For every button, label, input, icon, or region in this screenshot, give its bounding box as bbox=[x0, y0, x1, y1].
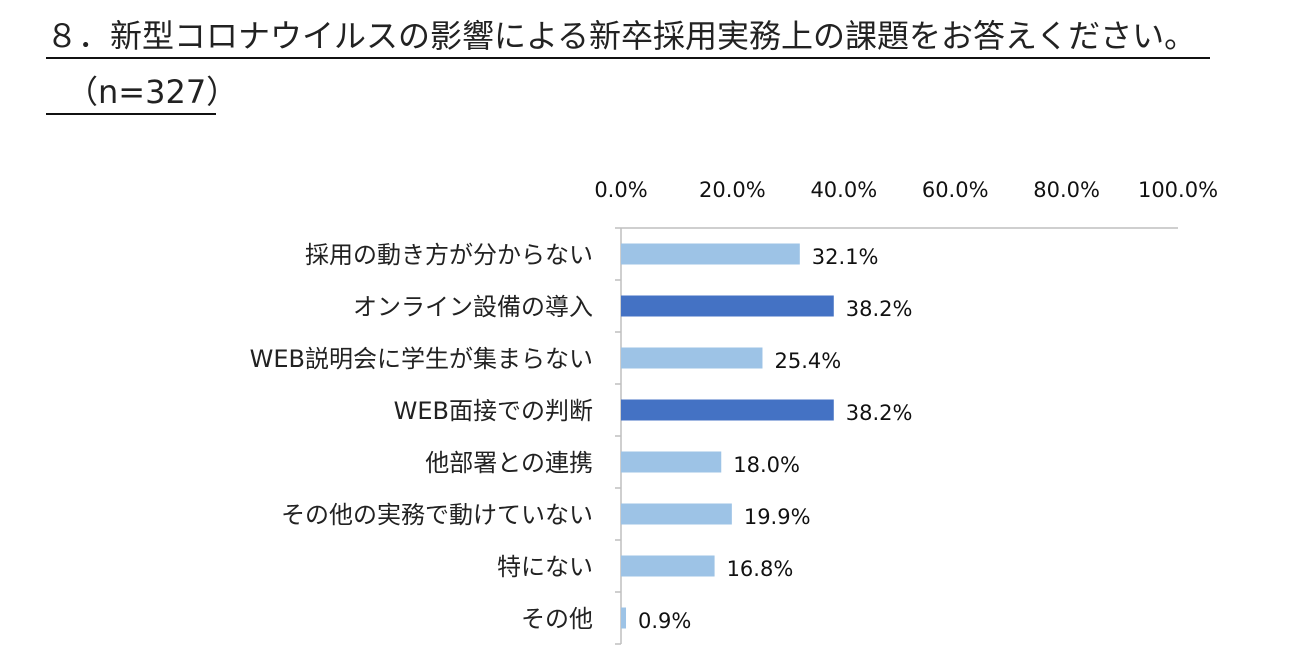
x-tick-label: 100.0% bbox=[1138, 178, 1218, 202]
x-tick-label: 60.0% bbox=[922, 178, 989, 202]
category-label: オンライン設備の導入 bbox=[353, 293, 593, 321]
bar bbox=[621, 555, 715, 577]
category-label: WEB面接での判断 bbox=[394, 397, 593, 425]
x-tick-label: 80.0% bbox=[1033, 178, 1100, 202]
data-labels: 32.1% 38.2% 25.4% 38.2% 18.0% 19.9% 16.8% 0.9% bbox=[638, 245, 912, 633]
category-label: その他 bbox=[521, 605, 593, 633]
data-label: 32.1% bbox=[812, 245, 879, 269]
bar bbox=[621, 295, 834, 317]
data-label: 16.8% bbox=[727, 557, 794, 581]
data-label: 0.9% bbox=[638, 609, 691, 633]
bar bbox=[621, 451, 722, 473]
data-label: 18.0% bbox=[733, 453, 800, 477]
category-label: WEB説明会に学生が集まらない bbox=[250, 345, 593, 373]
x-tick-labels: 0.0% 20.0% 40.0% 60.0% 80.0% 100.0% bbox=[594, 178, 1218, 202]
data-label: 38.2% bbox=[846, 401, 913, 425]
bar bbox=[621, 243, 800, 265]
data-label: 19.9% bbox=[744, 505, 811, 529]
category-label: 他部署との連携 bbox=[425, 449, 593, 477]
bar bbox=[621, 399, 834, 421]
data-label: 38.2% bbox=[846, 297, 913, 321]
category-label: 採用の動き方が分からない bbox=[305, 241, 593, 269]
category-label: その他の実務で動けていない bbox=[281, 501, 593, 529]
chart-subtitle-sample-size: （n=327） bbox=[46, 72, 238, 115]
data-label: 25.4% bbox=[774, 349, 841, 373]
bars bbox=[621, 243, 834, 629]
chart-axes bbox=[615, 227, 1178, 645]
chart-title: ８．新型コロナウイルスの影響による新卒採用実務上の課題をお答えください。 bbox=[46, 16, 1210, 59]
bar bbox=[621, 607, 627, 629]
category-label: 特にない bbox=[497, 553, 593, 581]
x-tick-label: 20.0% bbox=[699, 178, 766, 202]
bar bbox=[621, 503, 732, 525]
x-tick-label: 0.0% bbox=[594, 178, 647, 202]
x-tick-label: 40.0% bbox=[810, 178, 877, 202]
bar bbox=[621, 347, 763, 369]
